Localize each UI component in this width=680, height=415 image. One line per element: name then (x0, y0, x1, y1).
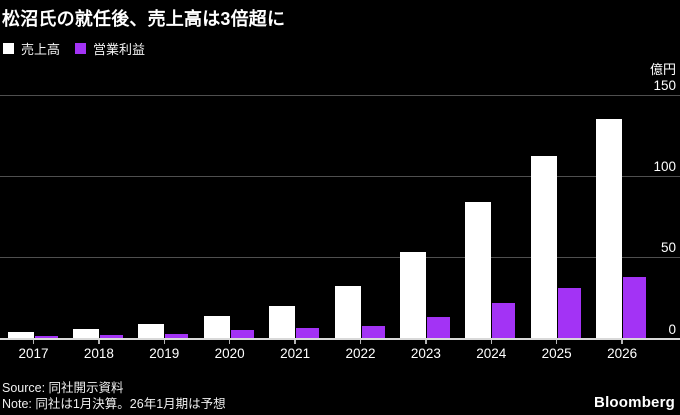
x-axis-label-2019: 2019 (149, 346, 180, 361)
x-axis-label-2025: 2025 (541, 346, 572, 361)
bar-sales-2024 (465, 201, 492, 339)
x-axis-tick-2024 (490, 340, 493, 344)
bar-sales-2020 (203, 315, 230, 339)
x-axis-label-2017: 2017 (18, 346, 49, 361)
y-axis-label-100: 100 (653, 158, 676, 174)
gridline-50 (0, 257, 680, 259)
bar-sales-2021 (269, 305, 296, 339)
legend-item-sales: 売上高 (3, 39, 60, 58)
x-axis-label-2023: 2023 (410, 346, 441, 361)
x-axis-label-2026: 2026 (607, 346, 638, 361)
legend: 売上高 営業利益 (3, 39, 145, 58)
legend-label-profit: 営業利益 (93, 42, 146, 57)
x-axis-label-2018: 2018 (83, 346, 114, 361)
bar-sales-2018 (72, 328, 99, 339)
legend-swatch-sales-icon (3, 43, 14, 54)
y-axis-unit-label: 億円 (649, 61, 676, 77)
x-axis-tick-2020 (228, 340, 231, 344)
bar-sales-2019 (138, 323, 165, 339)
bar-sales-2023 (399, 252, 426, 339)
x-axis-baseline (0, 338, 680, 340)
x-axis-tick-2023 (425, 340, 427, 344)
note-text: Note: 同社は1月決算。26年1月期は予想 (2, 397, 226, 411)
legend-item-profit: 営業利益 (75, 39, 145, 58)
bloomberg-logo: Bloomberg (594, 394, 675, 411)
x-axis-tick-2022 (359, 340, 362, 344)
x-axis-tick-2017 (32, 340, 35, 344)
legend-label-sales: 売上高 (21, 42, 61, 57)
bar-profit-2022 (361, 326, 385, 339)
y-axis-label-0: 0 (668, 321, 676, 337)
bar-sales-2025 (530, 156, 557, 339)
x-axis-tick-2021 (294, 340, 296, 344)
y-axis-label-150: 150 (653, 77, 676, 93)
bar-sales-2026 (596, 118, 623, 339)
bar-sales-2022 (334, 286, 361, 339)
bar-profit-2017 (34, 336, 58, 339)
bar-sales-2017 (7, 331, 34, 339)
legend-swatch-profit-icon (75, 43, 87, 54)
x-axis-tick-2026 (621, 340, 623, 344)
x-axis-tick-2018 (98, 340, 100, 344)
bar-profit-2026 (623, 276, 647, 339)
x-axis-label-2020: 2020 (214, 346, 245, 361)
bar-profit-2023 (426, 317, 450, 339)
x-axis-tick-2025 (555, 340, 558, 344)
x-axis-tick-2019 (163, 340, 166, 344)
x-axis-label-2022: 2022 (345, 346, 376, 361)
source-text: Source: 同社開示資料 (2, 381, 124, 395)
bar-profit-2025 (557, 288, 581, 339)
bar-profit-2021 (296, 327, 320, 339)
bar-profit-2024 (492, 302, 516, 339)
bar-profit-2020 (230, 330, 254, 339)
x-axis-label-2024: 2024 (476, 346, 507, 361)
chart-title: 松沼氏の就任後、売上高は3倍超に (2, 9, 286, 29)
gridline-100 (0, 175, 680, 177)
gridline-150 (0, 94, 680, 96)
x-axis-label-2021: 2021 (280, 346, 311, 361)
bar-profit-2019 (165, 333, 189, 339)
bar-profit-2018 (99, 335, 123, 339)
y-axis-label-50: 50 (660, 240, 676, 256)
